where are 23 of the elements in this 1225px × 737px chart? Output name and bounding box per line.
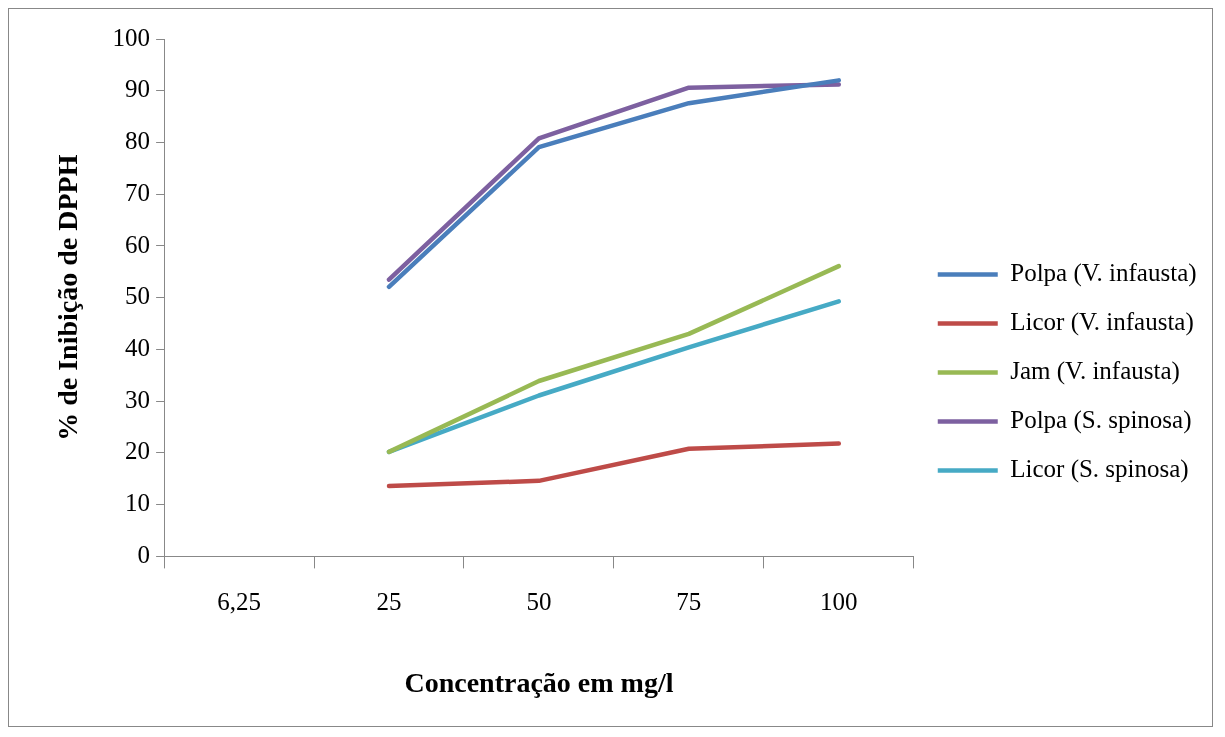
y-tick-label: 10: [125, 489, 151, 517]
x-axis-title: Concentração em mg/l: [404, 667, 674, 699]
y-tick-label: 50: [125, 282, 151, 310]
x-tick-label: 6,25: [217, 587, 261, 615]
legend-label: Polpa (V. infausta): [1010, 259, 1197, 288]
y-tick-label: 0: [137, 540, 151, 568]
y-tick-label: 90: [125, 75, 151, 103]
legend-label: Licor (V. infausta): [1010, 308, 1194, 337]
x-tick-label: 50: [526, 587, 552, 615]
x-tick-label: 100: [820, 587, 858, 615]
y-axis-title: % de Inibição de DPPH: [52, 154, 84, 441]
x-tick-label: 75: [676, 587, 702, 615]
x-tick-label: 25: [376, 587, 402, 615]
y-tick-label: 70: [125, 178, 151, 206]
legend-label: Jam (V. infausta): [1010, 357, 1180, 386]
y-tick-label: 20: [125, 437, 151, 465]
legend-label: Licor (S. spinosa): [1010, 455, 1189, 484]
y-tick-label: 60: [125, 230, 151, 258]
y-tick-label: 80: [125, 127, 151, 155]
y-tick-label: 30: [125, 385, 151, 413]
y-tick-label: 100: [112, 23, 151, 51]
legend-label: Polpa (S. spinosa): [1010, 406, 1192, 435]
y-tick-label: 40: [125, 334, 151, 361]
